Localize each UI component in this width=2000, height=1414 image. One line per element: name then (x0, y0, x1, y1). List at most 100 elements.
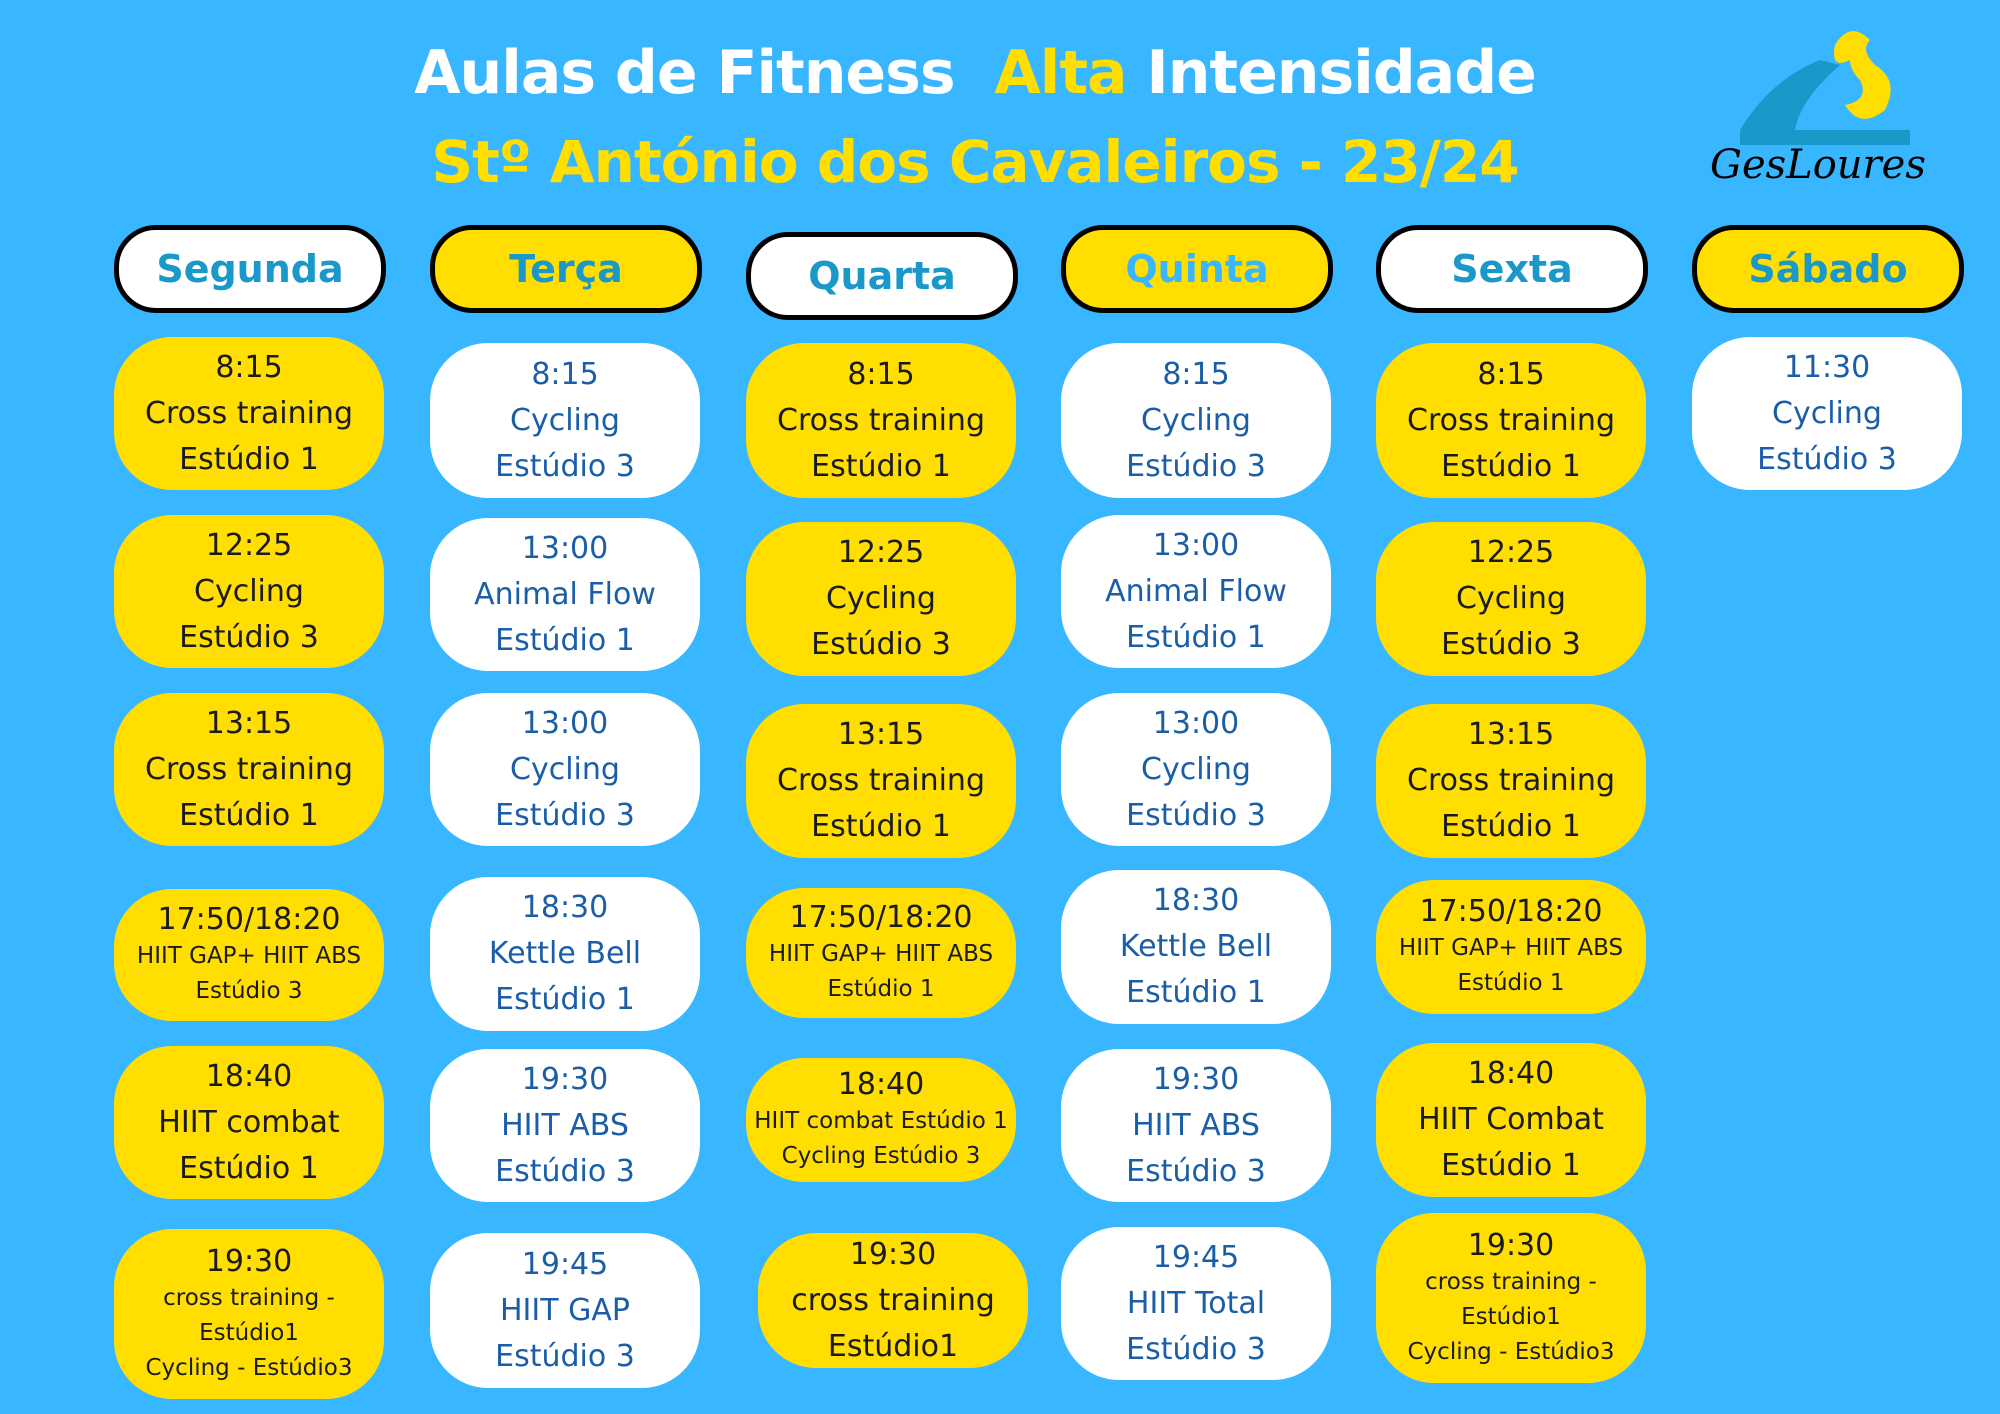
class-name: Cycling (194, 573, 304, 609)
class-name: Animal Flow (1105, 573, 1287, 609)
class-time: 12:25 (1467, 535, 1555, 570)
class-name: HIIT combat Estúdio 1 (754, 1108, 1008, 1134)
class-time: 13:00 (521, 705, 609, 741)
class-card: 8:15 Cycling Estúdio 3 (430, 343, 700, 498)
class-card: 19:30 HIIT ABS Estúdio 3 (1061, 1049, 1331, 1202)
class-card: 19:45 HIIT GAP Estúdio 3 (430, 1233, 700, 1388)
class-time: 19:30 (1467, 1227, 1555, 1263)
day-header-sexta: Sexta (1376, 225, 1648, 313)
page-title: Aulas de Fitness Alta Intensidade (0, 38, 1950, 108)
page-subtitle: Stº António dos Cavaleiros - 23/24 (431, 128, 1519, 196)
class-time: 18:30 (521, 890, 609, 925)
class-name: Cross training (145, 751, 353, 787)
class-studio: Cycling - Estúdio3 (145, 1354, 353, 1381)
class-name: Cross training (777, 763, 985, 798)
class-studio: Estúdio 1 (811, 809, 951, 844)
class-card: 19:30 HIIT ABS Estúdio 3 (430, 1049, 700, 1202)
class-time: 12:25 (205, 527, 293, 563)
class-time: 12:25 (837, 535, 925, 570)
class-card: 18:30 Kettle Bell Estúdio 1 (430, 877, 700, 1031)
class-studio: Estúdio 1 (1441, 448, 1581, 484)
class-time: 11:30 (1783, 349, 1871, 385)
class-card: 18:40 HIIT combat Estúdio 1 (114, 1046, 384, 1199)
class-card: 19:30 cross training - Estúdio1 Cycling - E… (114, 1229, 384, 1399)
class-studio: Cycling Estúdio 3 (781, 1143, 981, 1169)
class-name: HIIT GAP+ HIIT ABS (768, 941, 994, 967)
class-name: HIIT Combat (1418, 1102, 1604, 1137)
class-name: Cycling (1141, 751, 1251, 787)
class-name: HIIT combat (158, 1104, 340, 1140)
class-time: 8:15 (847, 356, 915, 392)
class-name: Kettle Bell (1119, 929, 1273, 964)
class-name: cross training - (1425, 1268, 1597, 1295)
class-name: Cycling (1772, 395, 1882, 431)
class-time: 18:30 (1152, 883, 1240, 918)
class-name: Cycling (510, 402, 620, 438)
class-time: 13:15 (1467, 717, 1555, 752)
class-studio: Estúdio 3 (1126, 1331, 1266, 1367)
class-studio: Estúdio 3 (1126, 448, 1266, 484)
title-part2: Intensidade (1146, 38, 1536, 108)
class-studio: Estúdio 3 (495, 1338, 635, 1374)
class-studio: Estúdio 1 (1441, 809, 1581, 844)
class-card: 12:25 Cycling Estúdio 3 (114, 515, 384, 668)
class-name: cross training - (163, 1284, 335, 1311)
class-time: 8:15 (1162, 356, 1230, 392)
class-name: HIIT GAP+ HIIT ABS (136, 943, 362, 969)
class-name: Cross training (1407, 402, 1615, 438)
class-studio: Estúdio 1 (179, 441, 319, 477)
class-time: 8:15 (1477, 356, 1545, 392)
title-part1: Aulas de Fitness (414, 38, 955, 108)
class-time: 19:30 (849, 1236, 937, 1272)
class-name: cross training (791, 1282, 995, 1318)
class-card: 13:00 Animal Flow Estúdio 1 (1061, 515, 1331, 668)
class-name: Kettle Bell (488, 936, 642, 971)
class-card: 18:30 Kettle Bell Estúdio 1 (1061, 870, 1331, 1024)
class-studio: Estúdio1 (827, 1328, 959, 1364)
day-header-segunda: Segunda (114, 225, 386, 313)
class-name: Cycling (826, 581, 936, 616)
class-studio: Estúdio 1 (495, 622, 635, 658)
class-name: Animal Flow (474, 576, 656, 612)
class-studio: Estúdio 3 (179, 619, 319, 655)
class-studio: Estúdio 3 (195, 978, 303, 1004)
class-time: 18:40 (1467, 1056, 1555, 1091)
day-header-quarta: Quarta (746, 232, 1018, 320)
class-studio: Estúdio 1 (1126, 975, 1266, 1010)
class-card: 17:50/18:20 HIIT GAP+ HIIT ABS Estúdio 3 (114, 889, 384, 1021)
class-card: 19:30 cross training - Estúdio1 Cycling - E… (1376, 1213, 1646, 1383)
class-time: 19:45 (1152, 1239, 1240, 1275)
class-card: 12:25 Cycling Estúdio 3 (746, 522, 1016, 676)
class-studio: Estúdio1 (1461, 1303, 1561, 1330)
class-time: 13:15 (837, 717, 925, 752)
class-time: 13:00 (1152, 705, 1240, 741)
class-time: 18:40 (205, 1058, 293, 1094)
class-studio: Estúdio 3 (495, 797, 635, 833)
day-header-quinta: Quinta (1061, 225, 1333, 313)
class-name: Cross training (777, 402, 985, 438)
class-card: 8:15 Cross training Estúdio 1 (1376, 343, 1646, 498)
class-card: 17:50/18:20 HIIT GAP+ HIIT ABS Estúdio 1 (746, 888, 1016, 1018)
class-time: 8:15 (215, 349, 283, 385)
class-studio: Estúdio 1 (1441, 1148, 1581, 1183)
class-time: 13:15 (205, 705, 293, 741)
class-card: 8:15 Cycling Estúdio 3 (1061, 343, 1331, 498)
class-card: 13:00 Cycling Estúdio 3 (1061, 693, 1331, 846)
class-studio: Estúdio 1 (1457, 970, 1565, 996)
logo-text: GesLoures (1710, 142, 1926, 188)
class-studio: Estúdio 1 (495, 982, 635, 1017)
class-studio: Estúdio 3 (1757, 441, 1897, 477)
class-time: 17:50/18:20 (157, 902, 341, 937)
class-time: 19:30 (1152, 1061, 1240, 1097)
class-time: 19:30 (205, 1243, 293, 1279)
title-highlight: Alta (994, 38, 1127, 108)
class-card: 13:15 Cross training Estúdio 1 (746, 704, 1016, 858)
class-name: HIIT Total (1126, 1285, 1266, 1321)
class-studio: Estúdio 3 (1441, 627, 1581, 662)
class-time: 13:00 (1152, 527, 1240, 563)
class-studio: Estúdio 1 (827, 976, 935, 1002)
class-name: HIIT ABS (1132, 1107, 1260, 1143)
class-card: 12:25 Cycling Estúdio 3 (1376, 522, 1646, 676)
day-header-sábado: Sábado (1692, 225, 1964, 313)
class-card: 19:30 cross training Estúdio1 (758, 1233, 1028, 1368)
